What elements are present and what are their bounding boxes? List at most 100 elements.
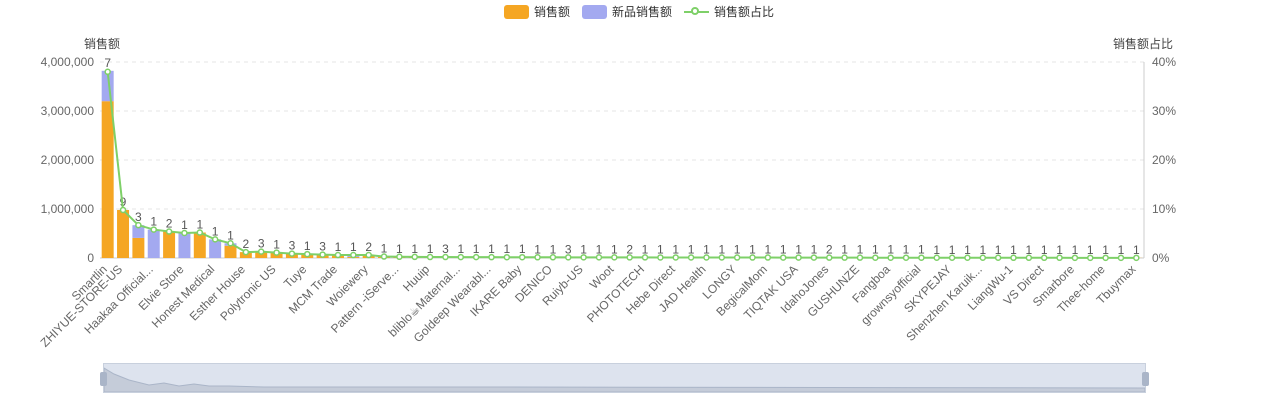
share-point: [749, 254, 756, 261]
share-point: [273, 249, 280, 256]
bar-count-label: 1: [765, 243, 772, 257]
bar-count-label: 1: [933, 243, 940, 257]
bar-sales: [163, 231, 176, 258]
bar-count-label: 7: [104, 56, 111, 70]
share-point: [826, 254, 833, 261]
bar-count-label: 3: [565, 242, 572, 256]
share-line: [106, 71, 1137, 259]
share-point: [442, 253, 449, 261]
share-point: [380, 253, 388, 260]
share-point: [319, 251, 326, 258]
share-point: [1117, 254, 1125, 262]
bar-count-label: 2: [626, 242, 633, 256]
share-point: [472, 253, 480, 261]
bar-count-label: 1: [304, 239, 311, 253]
bar-count-label: 1: [534, 242, 541, 256]
bar-count-label: 1: [504, 242, 511, 256]
share-point: [135, 221, 142, 229]
bar-sales: [132, 237, 145, 258]
legend-item-new-sales[interactable]: 新品销售额: [581, 3, 672, 20]
share-point: [196, 229, 204, 236]
share-point: [411, 253, 418, 261]
bar-count-label: 1: [396, 242, 403, 256]
share-point: [595, 254, 603, 261]
share-point: [150, 226, 157, 233]
bar-count-label: 1: [1041, 243, 1048, 257]
share-point: [457, 253, 465, 261]
bar-sales: [117, 209, 130, 258]
right-axis-name: 销售额占比: [1113, 37, 1174, 51]
bar-count-label: 1: [1010, 243, 1017, 257]
bar-new-sales: [178, 233, 191, 258]
legend-swatch-share: [684, 5, 709, 19]
share-point: [211, 236, 219, 243]
share-point: [872, 254, 879, 261]
share-point: [350, 251, 357, 259]
right-axis-tick-label: 10%: [1152, 202, 1176, 216]
share-point: [964, 254, 971, 262]
right-axis-tick-label: 20%: [1152, 153, 1176, 167]
bar-count-label: 1: [1087, 243, 1094, 257]
bar-count-label: 1: [381, 242, 388, 256]
share-point: [687, 254, 695, 261]
bar-count-label: 1: [1056, 243, 1063, 257]
zoom-handle-left[interactable]: [100, 372, 107, 386]
left-axis-tick-label: 4,000,000: [41, 55, 95, 69]
bar-count-label: 1: [488, 242, 495, 256]
bar-count-label: 1: [688, 243, 695, 257]
bar-count-label: 2: [243, 237, 250, 251]
bar-new-sales: [147, 229, 160, 258]
legend-item-share[interactable]: 销售额占比: [684, 3, 774, 20]
bar-count-label: 1: [1118, 243, 1125, 257]
share-point: [795, 254, 802, 261]
legend-item-sales[interactable]: 销售额: [503, 3, 570, 20]
share-point: [549, 254, 557, 261]
bar-count-label: 1: [872, 243, 879, 257]
bar-count-label: 1: [903, 243, 910, 257]
share-point: [779, 254, 787, 261]
share-point: [718, 254, 726, 261]
zoom-handle-right[interactable]: [1142, 372, 1149, 386]
bar-sales: [224, 245, 237, 258]
bar-count-label: 1: [580, 242, 587, 256]
bar-count-label: 3: [319, 240, 326, 254]
bar-count-label: 1: [596, 242, 603, 256]
share-point: [242, 248, 250, 256]
bar-count-label: 1: [1133, 243, 1140, 257]
share-point: [257, 248, 265, 255]
bar-count-label: 1: [350, 240, 357, 254]
share-point: [1025, 254, 1033, 262]
bar-count-label: 1: [457, 242, 464, 256]
bar-count-label: 1: [212, 224, 219, 238]
share-point: [1071, 254, 1079, 262]
share-point: [1010, 254, 1017, 262]
share-point: [119, 206, 127, 214]
share-point: [841, 254, 848, 261]
share-point: [641, 254, 649, 261]
share-point: [979, 254, 987, 262]
share-point: [304, 250, 311, 258]
bar-new-sales: [101, 70, 114, 102]
bar-count-label: 1: [1026, 243, 1033, 257]
left-axis-name: 销售额: [84, 37, 121, 51]
share-point: [703, 254, 710, 261]
bar-count-label: 3: [258, 237, 265, 251]
bar-count-label: 1: [703, 243, 710, 257]
bar-count-label: 1: [979, 243, 986, 257]
share-point: [580, 254, 587, 261]
legend-label-sales: 销售额: [533, 5, 570, 19]
bar-count-label: 2: [166, 217, 173, 231]
share-point: [534, 254, 541, 261]
bar-count-label: 1: [841, 243, 848, 257]
bar-count-label: 1: [273, 238, 280, 252]
data-zoom-slider[interactable]: [100, 363, 1149, 393]
share-point: [887, 254, 894, 261]
share-point: [288, 250, 296, 257]
bar-count-label: 1: [857, 243, 864, 257]
bar-count-label: 1: [964, 243, 971, 257]
bar-count-label: 1: [657, 242, 664, 256]
chart-legend: 销售额 新品销售额 销售额占比: [0, 3, 1278, 20]
bar-count-label: 1: [181, 218, 188, 232]
bar-count-label: 1: [611, 242, 618, 256]
